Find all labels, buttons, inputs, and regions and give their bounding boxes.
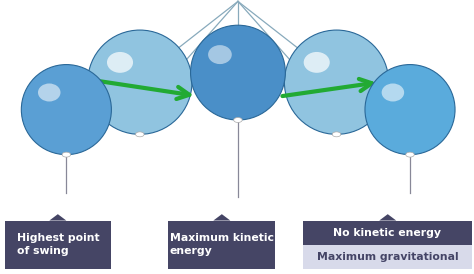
- Ellipse shape: [365, 65, 455, 155]
- Ellipse shape: [284, 30, 389, 134]
- FancyBboxPatch shape: [303, 245, 472, 269]
- Ellipse shape: [382, 84, 404, 101]
- Text: Maximum kinetic
energy: Maximum kinetic energy: [170, 233, 273, 256]
- FancyBboxPatch shape: [303, 221, 472, 245]
- Text: Maximum gravitational: Maximum gravitational: [317, 252, 458, 262]
- Circle shape: [234, 118, 242, 122]
- Polygon shape: [49, 214, 66, 221]
- Polygon shape: [213, 214, 230, 221]
- Ellipse shape: [88, 30, 192, 134]
- Ellipse shape: [304, 52, 330, 73]
- Polygon shape: [379, 214, 396, 221]
- Ellipse shape: [208, 45, 232, 64]
- FancyBboxPatch shape: [5, 221, 111, 269]
- Ellipse shape: [191, 25, 285, 120]
- Circle shape: [62, 152, 71, 157]
- Circle shape: [332, 132, 341, 137]
- Ellipse shape: [107, 52, 133, 73]
- Circle shape: [406, 152, 414, 157]
- FancyBboxPatch shape: [168, 221, 275, 269]
- Ellipse shape: [38, 84, 61, 101]
- Text: Highest point
of swing: Highest point of swing: [17, 233, 100, 256]
- Text: No kinetic energy: No kinetic energy: [334, 228, 441, 238]
- Circle shape: [136, 132, 144, 137]
- Ellipse shape: [21, 65, 111, 155]
